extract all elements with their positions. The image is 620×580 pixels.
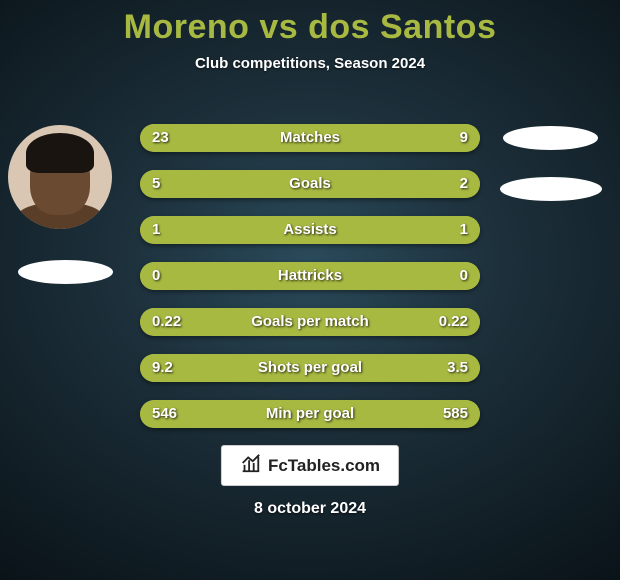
- player-flag-left: [18, 260, 113, 284]
- branding-badge[interactable]: FcTables.com: [221, 445, 399, 486]
- stat-bar: 11Assists: [140, 216, 480, 244]
- stat-bar: 546585Min per goal: [140, 400, 480, 428]
- comparison-title: Moreno vs dos Santos: [0, 0, 620, 47]
- stat-label: Matches: [140, 124, 480, 152]
- chart-icon: [240, 452, 262, 479]
- branding-label: FcTables.com: [268, 456, 380, 476]
- stat-label: Assists: [140, 216, 480, 244]
- player-flag-right: [500, 177, 602, 201]
- stat-label: Shots per goal: [140, 354, 480, 382]
- stat-label: Goals per match: [140, 308, 480, 336]
- stat-label: Min per goal: [140, 400, 480, 428]
- stat-bar: 239Matches: [140, 124, 480, 152]
- comparison-bars: 239Matches 52Goals 11Assists 00Hattricks 0.2…: [140, 124, 480, 446]
- stat-label: Goals: [140, 170, 480, 198]
- stat-bar: 52Goals: [140, 170, 480, 198]
- stat-bar: 00Hattricks: [140, 262, 480, 290]
- stat-bar: 0.220.22Goals per match: [140, 308, 480, 336]
- stat-bar: 9.23.5Shots per goal: [140, 354, 480, 382]
- stat-label: Hattricks: [140, 262, 480, 290]
- player-avatar-left: [8, 125, 112, 229]
- comparison-subtitle: Club competitions, Season 2024: [0, 55, 620, 72]
- comparison-date: 8 october 2024: [0, 500, 620, 518]
- player-avatar-right: [503, 126, 598, 150]
